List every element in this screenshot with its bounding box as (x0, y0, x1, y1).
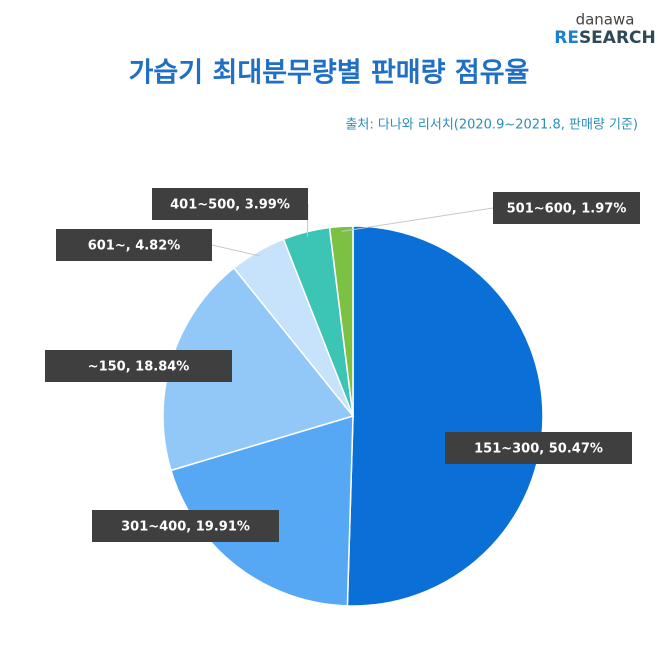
logo-rest: SEARCH (579, 28, 656, 48)
data-label: ~150, 18.84% (88, 360, 190, 375)
logo-top: danawa (576, 11, 635, 29)
data-label: 151~300, 50.47% (474, 442, 603, 457)
leader-line (211, 244, 261, 257)
pie-slice (328, 225, 354, 417)
label-box (56, 229, 212, 261)
chart-subtitle: 출처: 다나와 리서치(2020.9~2021.8, 판매량 기준) (345, 118, 638, 133)
label-box (152, 188, 308, 220)
logo-accent: RE (554, 28, 579, 48)
data-label: 501~600, 1.97% (507, 202, 627, 217)
label-box (92, 510, 279, 542)
label-box (493, 192, 640, 224)
logo-main: RESEARCH (554, 28, 656, 48)
chart-title: 가습기 최대분무량별 판매량 점유율 (129, 58, 530, 89)
data-label: 301~400, 19.91% (121, 520, 250, 535)
leader-line (341, 207, 494, 232)
pie-slice (346, 225, 544, 607)
label-box (445, 432, 632, 464)
data-label: 401~500, 3.99% (170, 198, 290, 213)
pie (162, 225, 544, 607)
data-label: 601~, 4.82% (88, 239, 181, 254)
label-box (45, 350, 232, 382)
labels: 151~300, 50.47% 301~400, 19.91% ~150, 18.8… (45, 188, 640, 542)
